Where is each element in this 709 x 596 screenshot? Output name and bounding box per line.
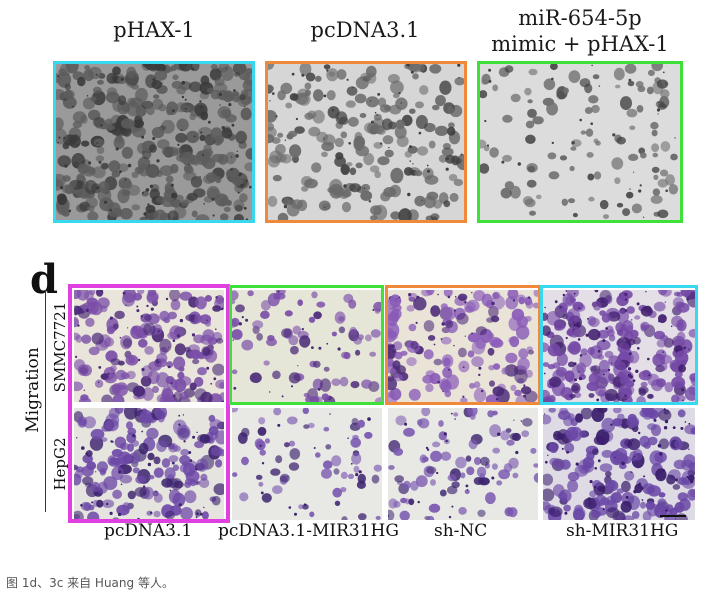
label-pcdna31-top: pcDNA3.1 [310,18,420,42]
side-label-bracket [45,290,46,512]
figure-caption: 图 1d、3c 来自 Huang 等人。 [6,576,174,590]
micrograph-hepg2-pcdna31 [74,408,224,520]
micrograph-hepg2-shnc [388,408,538,520]
label-mir654-line1: miR-654-5p [518,6,642,30]
panel-letter-d: d [30,256,58,303]
micrograph-hepg2-pcdna31-mir31hg [232,408,382,520]
row-label-smmc7721: SMMC7721 [51,301,69,393]
col-label-pcdna31-mir31hg: pcDNA3.1-MIR31HG [218,521,399,541]
col-label-shnc: sh-NC [434,521,488,541]
micrograph-phax1 [56,64,252,220]
col-label-pcdna31: pcDNA3.1 [104,521,193,541]
micrograph-mir654-mimic [480,64,680,220]
label-phax1: pHAX-1 [113,18,195,42]
row-label-hepg2: HepG2 [51,437,69,491]
micrograph-pcdna31-top [268,64,464,220]
micrograph-smmc-pcdna31 [74,290,224,402]
micrograph-smmc-sh-mir31hg [543,290,695,402]
col-label-sh-mir31hg: sh-MIR31HG [566,521,679,541]
micrograph-hepg2-sh-mir31hg [543,408,695,520]
label-mir654-line2: mimic + pHAX-1 [491,32,669,56]
side-label-migration: Migration [23,347,43,433]
scale-bar [660,515,686,517]
micrograph-smmc-shnc [388,290,538,402]
micrograph-smmc-pcdna31-mir31hg [232,290,382,402]
